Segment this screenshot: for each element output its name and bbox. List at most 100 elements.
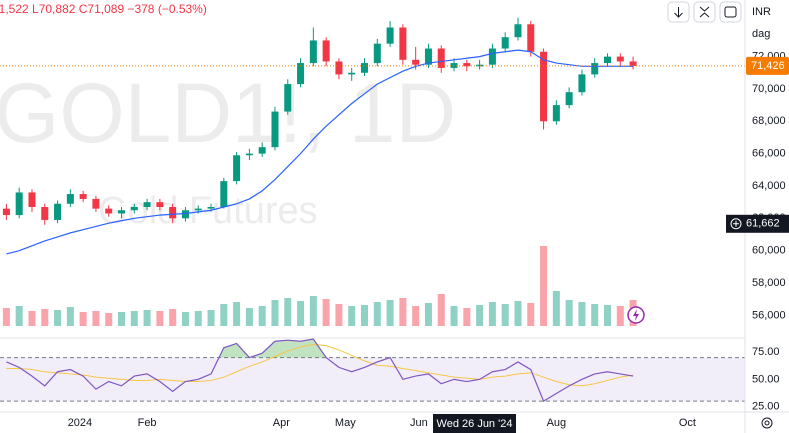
y-tick-label: 25.00 [752,400,780,412]
candle-body [514,24,522,38]
candle-body [629,61,637,66]
currency[interactable]: INR [752,6,771,18]
volume-bar [552,291,560,326]
gear-hub [764,420,770,426]
arrow-icon [674,7,683,18]
candle-body [258,147,266,154]
x-tick-label: 2024 [68,417,92,429]
candle-body [15,192,23,216]
alert-icon[interactable] [627,306,645,324]
candle-body [194,208,202,211]
candle-body [156,202,164,208]
moving-average [6,49,634,255]
volume-bar [501,304,509,326]
fullscreen-button[interactable] [719,1,742,23]
volume-bar [412,306,420,326]
y-tick-label: 68,000 [752,115,786,127]
last-price-label: 71,426 [751,60,785,72]
volume-bar [437,294,445,326]
volume-bar [565,300,573,326]
crosshair-date-tag [433,414,516,433]
collapse-button[interactable] [693,1,716,23]
rsi-overbought-fill [6,339,634,358]
candle-body [348,72,356,75]
candle-body [437,48,445,68]
candle-body [28,192,36,208]
candle-body [54,203,62,220]
candle-body [118,210,126,214]
plus-sign [733,220,739,227]
y-tick-label: 70,000 [752,83,786,95]
gear-icon[interactable] [761,417,773,429]
watermark: GOLD1!, 1D Gold Futures [0,66,456,232]
volume-bar [79,312,87,326]
volume-bar [488,302,496,326]
volume-bar [309,296,317,326]
volume-bar [194,311,202,326]
volume-bar [41,309,49,326]
volume-bar [361,305,369,326]
rsi-ma-line [6,344,634,387]
candle-body [501,37,509,49]
candle-body [284,84,292,112]
crosshair-price-tag [726,214,789,233]
volume-bar [92,311,100,326]
volume-bar [386,300,394,326]
candle-body [322,40,330,62]
period[interactable]: dag [752,28,770,40]
y-tick-label: 56,000 [752,309,786,321]
volume-bar [28,311,36,326]
volume-bar [284,298,292,326]
volume-bar [514,301,522,326]
volume-bar [143,310,151,326]
y-tick-label: 64,000 [752,180,786,192]
x-tick-label: Aug [547,417,567,429]
crosshair-price-label: 61,662 [746,218,780,230]
volume-bar [476,305,484,326]
volume-bar [130,311,138,326]
candle-body [565,92,573,106]
candle-body [181,210,189,219]
watermark-title: GOLD1!, 1D [0,66,456,160]
candle-body [233,155,241,182]
crosshair-date-label: Wed 26 Jun '24 [437,418,513,430]
candle-body [412,59,420,65]
plus-icon [730,218,742,230]
volume-bar [527,303,535,326]
x-tick-label: Feb [138,417,157,429]
candle-body [66,194,74,204]
bolt [633,309,639,321]
volume-bar [463,308,471,326]
volume-bar [118,312,126,326]
y-tick-label: 60,000 [752,245,786,257]
last-price-tag [746,56,789,75]
volume-bar [450,306,458,326]
candle-body [386,27,394,44]
x-tick-label: Apr [273,417,290,429]
volume-bar [424,303,432,326]
candle-body [424,48,432,65]
candle-body [604,56,612,64]
x-tick-label: Jun [410,417,428,429]
candle-body [540,51,548,122]
volume-bar [2,308,10,326]
y-tick-label: 75.00 [752,346,780,358]
candle-body [552,105,560,122]
y-tick-label: 50.00 [752,373,780,385]
candle-body [143,202,151,208]
volume-bar [105,313,113,326]
volume-bar [258,306,266,326]
x-tick-label: Oct [679,417,696,429]
settings[interactable] [761,417,773,429]
volume-bar [399,298,407,326]
volume-bar [373,302,381,326]
candle-body [361,63,369,73]
ohlc-legend: 71,522 L70,882 C71,089 −378 (−0.53%) [0,2,207,16]
candle-body [527,24,535,52]
candle-body [105,208,113,214]
volume-bar [348,306,356,326]
fullscreen-icon [724,6,737,18]
candle-body [476,64,484,67]
candle-body [335,61,343,75]
